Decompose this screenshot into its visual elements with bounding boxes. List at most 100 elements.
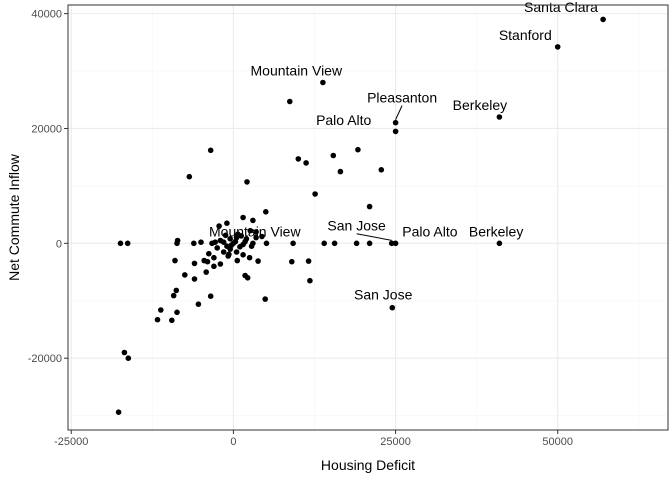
data-point xyxy=(198,239,204,245)
data-point xyxy=(244,179,250,185)
data-point xyxy=(295,156,302,162)
data-point xyxy=(287,98,293,105)
data-point xyxy=(600,16,606,23)
data-point xyxy=(115,409,122,416)
data-point xyxy=(228,242,235,248)
data-point xyxy=(174,309,180,316)
data-point xyxy=(240,241,246,248)
point-annotation: Mountain View xyxy=(251,63,343,79)
y-axis-title: Net Commute Inflow xyxy=(6,153,22,281)
data-point xyxy=(246,254,253,261)
x-tick-label: 0 xyxy=(230,436,236,448)
data-point xyxy=(378,167,385,173)
data-point xyxy=(154,316,161,323)
data-point xyxy=(244,275,251,281)
data-point xyxy=(240,214,246,221)
data-point xyxy=(496,114,503,120)
y-tick-label: 0 xyxy=(56,238,62,250)
data-point xyxy=(337,168,344,175)
data-point xyxy=(253,234,259,241)
data-point xyxy=(263,240,270,247)
data-point xyxy=(170,292,177,299)
data-point xyxy=(173,287,180,294)
data-point xyxy=(224,243,230,249)
data-point xyxy=(330,152,337,159)
data-point xyxy=(554,44,561,50)
y-tick-label: 20000 xyxy=(31,123,62,135)
data-point xyxy=(392,119,399,126)
data-point xyxy=(212,239,218,245)
data-point xyxy=(222,232,229,239)
point-annotation: Stanford xyxy=(499,27,552,43)
data-point xyxy=(305,258,312,264)
data-point xyxy=(255,258,261,264)
data-point xyxy=(366,203,373,210)
x-tick-label: 50000 xyxy=(542,436,573,448)
point-annotation: Berkeley xyxy=(453,97,507,113)
data-point xyxy=(158,307,164,313)
point-annotation: Berkeley xyxy=(469,224,523,240)
point-annotation: Santa Clara xyxy=(524,0,598,15)
panel-border xyxy=(67,4,669,431)
data-point xyxy=(250,217,256,224)
data-point xyxy=(227,236,233,242)
data-point xyxy=(125,355,132,362)
x-axis-ticks: -25000 0 25000 50000 xyxy=(54,430,573,448)
y-tick-label: 40000 xyxy=(31,9,62,21)
point-annotation: Palo Alto xyxy=(402,224,457,240)
data-point xyxy=(303,160,309,166)
data-point xyxy=(247,227,254,234)
data-point xyxy=(124,240,131,247)
data-point xyxy=(220,239,227,245)
data-points xyxy=(115,16,606,416)
data-point xyxy=(392,128,399,135)
data-point xyxy=(321,240,328,247)
data-point xyxy=(191,240,197,247)
data-point xyxy=(289,258,295,265)
data-point xyxy=(195,301,202,308)
minor-gridlines xyxy=(68,5,668,430)
data-point xyxy=(207,147,214,154)
data-point xyxy=(172,257,178,264)
x-tick-label: 25000 xyxy=(380,436,411,448)
data-point xyxy=(191,276,198,282)
data-point xyxy=(211,263,217,270)
data-point xyxy=(204,258,211,265)
data-point xyxy=(259,233,265,240)
point-annotation: Mountain View xyxy=(209,224,301,240)
data-point xyxy=(224,220,230,226)
data-point xyxy=(233,249,240,255)
data-point xyxy=(263,209,269,215)
data-point xyxy=(216,223,222,229)
data-point xyxy=(320,79,326,86)
x-axis-title: Housing Deficit xyxy=(321,457,415,473)
data-point xyxy=(253,229,259,235)
data-point xyxy=(182,272,188,278)
data-point xyxy=(248,243,255,249)
point-annotation: San Jose xyxy=(327,218,386,234)
point-annotation: Pleasanton xyxy=(367,90,437,106)
data-point xyxy=(496,240,503,247)
data-point xyxy=(366,240,373,247)
data-point xyxy=(262,296,269,302)
data-point xyxy=(220,249,227,255)
y-tick-label: -20000 xyxy=(28,353,62,365)
point-annotations: Santa Clara Stanford Mountain View Pleasant… xyxy=(209,0,598,303)
data-point xyxy=(121,349,128,356)
data-point xyxy=(238,233,244,239)
data-point xyxy=(388,240,395,247)
y-axis-ticks: -20000 0 20000 40000 xyxy=(28,9,68,365)
x-tick-label: -25000 xyxy=(54,436,88,448)
data-point xyxy=(240,252,246,258)
data-point xyxy=(217,261,224,267)
data-point xyxy=(211,254,217,261)
data-point xyxy=(214,245,220,251)
data-point xyxy=(174,237,181,244)
data-point xyxy=(355,146,361,153)
data-point xyxy=(203,269,209,275)
data-point xyxy=(331,240,338,247)
data-point xyxy=(307,277,313,284)
point-annotation: San Jose xyxy=(354,287,413,303)
data-point xyxy=(169,317,175,324)
data-point xyxy=(290,240,296,247)
